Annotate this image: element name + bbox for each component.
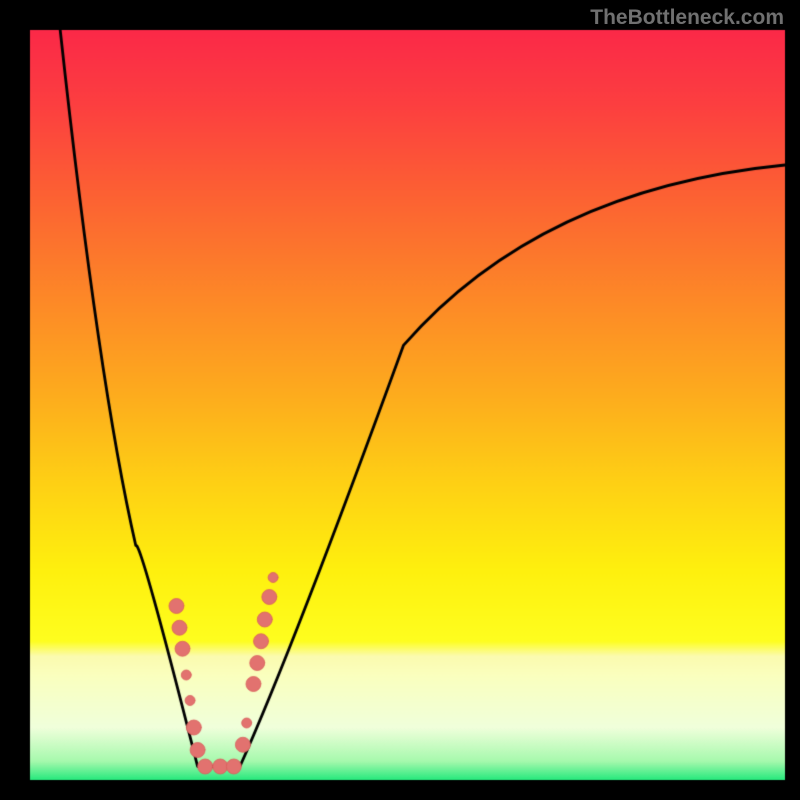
bottleneck-chart-canvas <box>0 0 800 800</box>
watermark-text: TheBottleneck.com <box>590 6 784 30</box>
chart-stage: TheBottleneck.com <box>0 0 800 800</box>
